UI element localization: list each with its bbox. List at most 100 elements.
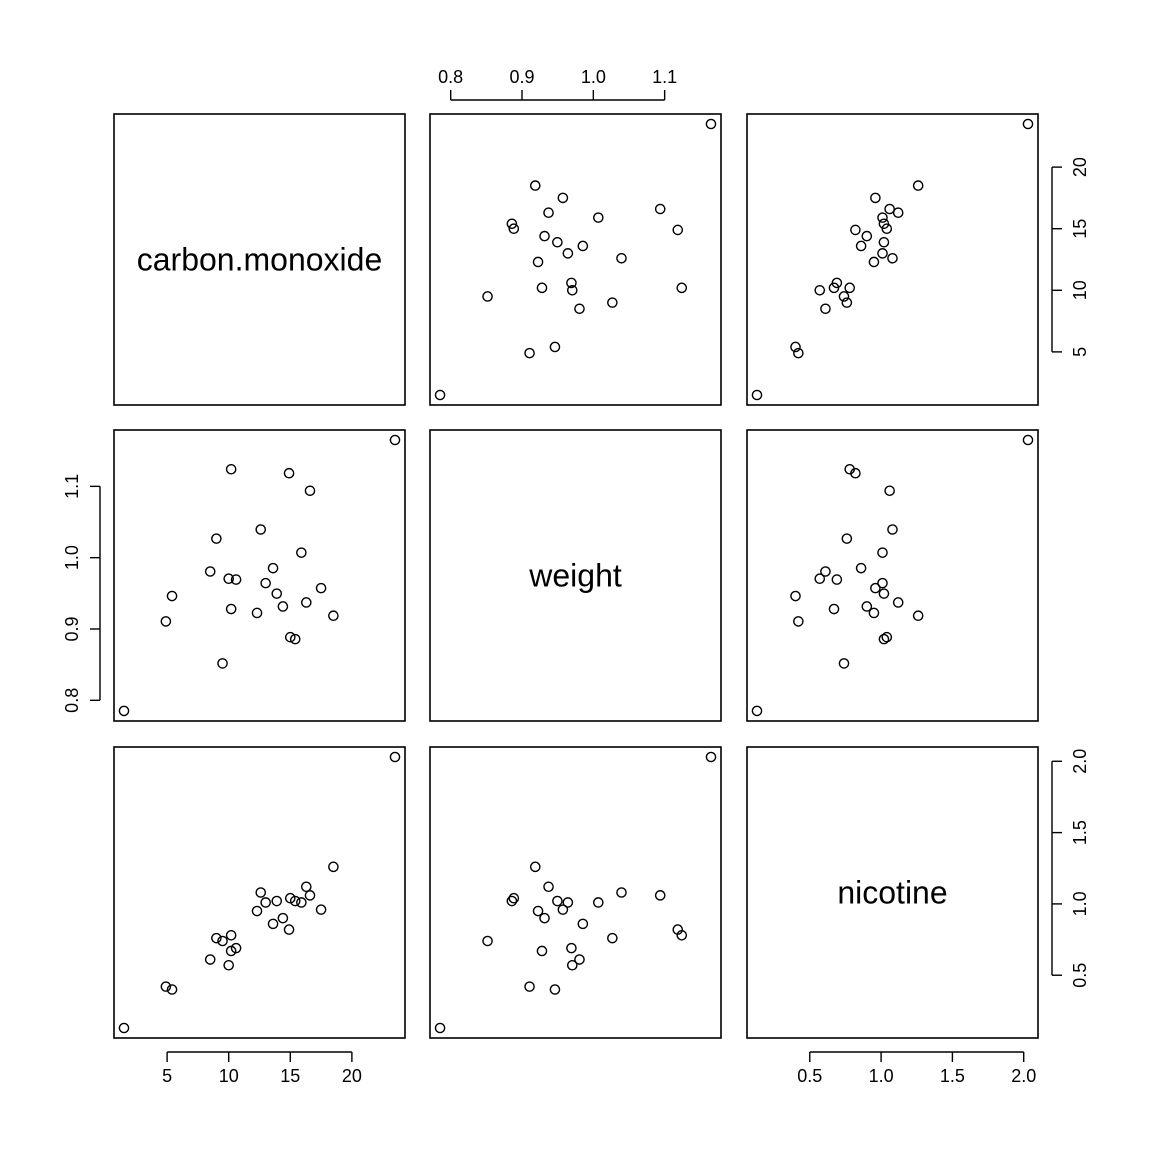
tick-label-left-weight-2: 1.0: [62, 545, 82, 570]
point-1-2-17: [887, 524, 898, 535]
point-1-0-5: [284, 631, 296, 643]
point-2-1-20: [593, 897, 604, 908]
point-1-2-4: [790, 590, 801, 602]
point-1-2-0: [855, 562, 867, 574]
point-1-2-11: [861, 601, 873, 612]
point-1-0-7: [251, 607, 263, 619]
point-2-0-8: [301, 881, 312, 893]
panel-1-0: [113, 429, 406, 722]
point-0-2-16: [912, 180, 924, 191]
point-0-2-23: [878, 236, 890, 248]
point-0-1-22: [566, 277, 577, 289]
point-0-2-15: [751, 389, 763, 401]
point-2-0-15: [118, 1022, 130, 1034]
point-2-1-4: [549, 984, 561, 995]
point-0-2-19: [793, 347, 804, 359]
point-1-2-22: [831, 574, 843, 585]
point-2-0-21: [204, 954, 216, 965]
panel-0-1: [429, 113, 722, 406]
point-0-2-9: [878, 218, 890, 230]
point-1-2-1: [884, 485, 895, 497]
point-0-2-6: [841, 297, 853, 308]
point-2-1-19: [524, 981, 535, 992]
panel-2-1: [429, 746, 722, 1039]
point-0-2-8: [892, 207, 904, 218]
point-0-1-7: [532, 256, 544, 268]
point-1-0-4: [166, 590, 178, 602]
point-1-2-15: [751, 705, 763, 717]
tick-label-left-weight-0: 0.8: [62, 688, 82, 713]
tick-label-bottom-nicotine-1: 1.0: [869, 1066, 894, 1086]
point-1-2-14: [838, 658, 850, 669]
point-2-1-12: [566, 959, 578, 971]
point-0-2-4: [790, 341, 801, 353]
point-0-1-19: [524, 347, 535, 359]
point-2-1-1: [654, 890, 666, 901]
point-1-0-19: [160, 616, 172, 627]
point-2-0-22: [230, 942, 242, 954]
panel-1-2: [746, 429, 1039, 722]
point-0-1-5: [508, 223, 520, 235]
point-1-0-15: [118, 705, 130, 717]
point-2-1-5: [508, 892, 520, 904]
point-0-1-24: [672, 224, 684, 236]
point-2-1-17: [616, 887, 627, 898]
point-0-1-1: [654, 203, 666, 215]
point-2-1-7: [532, 905, 544, 917]
point-1-2-3: [828, 603, 840, 615]
point-1-0-20: [296, 547, 307, 558]
point-2-0-17: [255, 887, 267, 898]
tick-label-top-weight-2: 1.0: [581, 67, 606, 87]
point-1-0-8: [301, 597, 312, 608]
point-2-1-9: [506, 895, 518, 907]
point-1-0-10: [260, 577, 271, 589]
tick-label-bottom-carbon-monoxide-1: 10: [219, 1066, 239, 1086]
point-2-0-0: [267, 918, 279, 930]
point-2-0-6: [211, 932, 222, 944]
tick-label-right-nicotine-1: 1.0: [1070, 891, 1090, 916]
point-1-2-20: [877, 547, 888, 558]
point-0-1-14: [482, 291, 493, 302]
point-1-0-2: [389, 434, 401, 446]
point-0-2-1: [884, 203, 895, 215]
point-0-1-11: [539, 230, 550, 242]
tick-label-bottom-nicotine-0: 0.5: [797, 1066, 822, 1086]
point-1-0-24: [283, 467, 295, 479]
panel-2-2: [746, 746, 1039, 1039]
point-2-1-2: [705, 751, 717, 763]
point-1-0-1: [304, 485, 316, 497]
tick-label-left-weight-1: 0.9: [62, 616, 82, 641]
point-2-0-11: [277, 912, 289, 924]
tick-label-bottom-carbon-monoxide-3: 20: [342, 1066, 362, 1086]
point-2-1-18: [557, 904, 569, 915]
tick-label-bottom-nicotine-3: 2.0: [1011, 1066, 1036, 1086]
point-2-0-24: [283, 924, 295, 935]
point-2-0-10: [260, 897, 271, 908]
tick-label-right-nicotine-2: 1.5: [1070, 820, 1090, 845]
point-2-1-22: [566, 942, 577, 954]
point-0-1-12: [566, 284, 578, 296]
point-2-0-23: [271, 895, 283, 907]
point-0-1-10: [562, 248, 574, 259]
tick-label-top-weight-0: 0.8: [438, 67, 463, 87]
point-0-1-23: [552, 236, 563, 248]
point-2-1-3: [536, 945, 548, 957]
tick-label-bottom-carbon-monoxide-2: 15: [280, 1066, 300, 1086]
point-0-2-24: [850, 224, 861, 236]
point-0-1-6: [607, 297, 618, 308]
point-0-2-20: [877, 212, 888, 223]
point-2-0-14: [217, 935, 228, 947]
point-2-0-9: [289, 895, 301, 907]
point-0-1-9: [506, 218, 518, 230]
point-1-2-8: [892, 597, 904, 608]
point-1-2-18: [870, 582, 881, 594]
point-1-0-13: [225, 463, 237, 475]
point-1-2-7: [868, 607, 880, 619]
tick-label-top-weight-1: 0.9: [509, 67, 534, 87]
point-2-0-16: [328, 861, 339, 873]
point-2-1-11: [539, 912, 550, 924]
variable-label-weight: weight: [528, 558, 622, 594]
point-0-2-0: [855, 240, 867, 252]
panel-0-2: [746, 113, 1039, 406]
